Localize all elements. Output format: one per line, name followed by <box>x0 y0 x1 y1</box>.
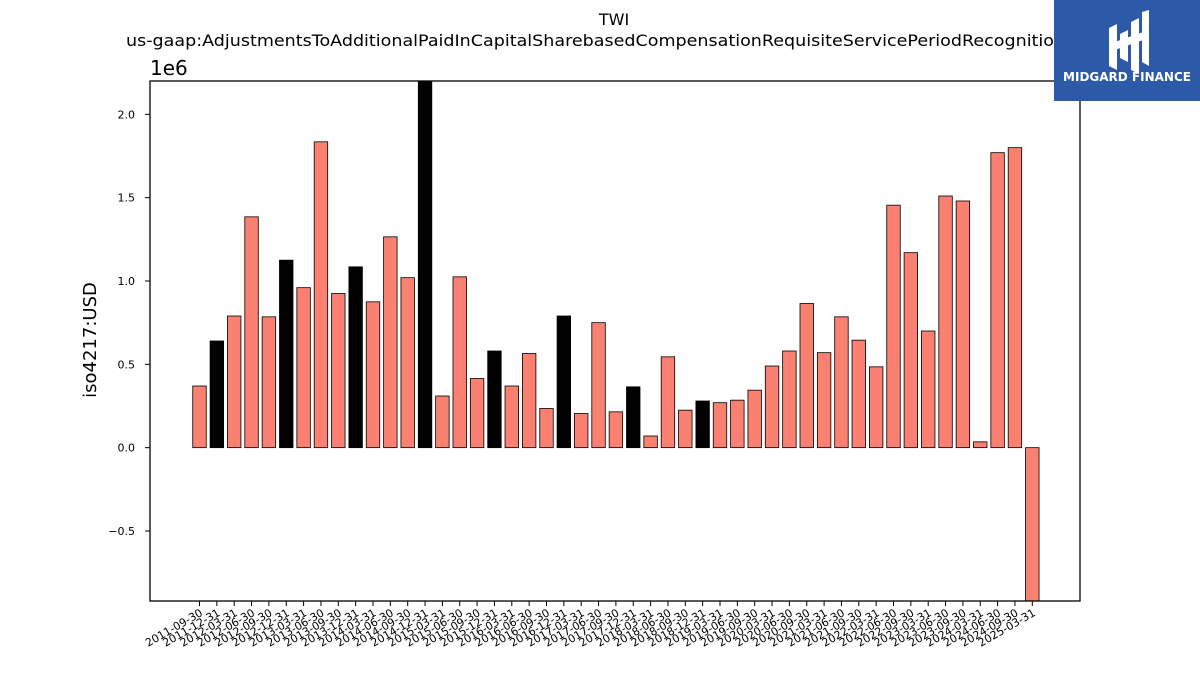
y-tick-label: −0.5 <box>108 525 135 538</box>
y-tick-label: 0.0 <box>118 442 136 455</box>
y-axis: −0.5 0.0 0.5 1.0 1.5 2.0 <box>108 108 150 538</box>
bar <box>452 276 467 449</box>
bar <box>851 339 866 449</box>
bar <box>747 389 762 449</box>
bar <box>730 399 745 449</box>
bar <box>435 395 450 449</box>
bar <box>1025 447 1040 602</box>
chart-title: TWI <box>598 10 629 29</box>
y-tick-label: 1.0 <box>118 275 136 288</box>
bar <box>574 413 589 449</box>
bar <box>886 204 901 449</box>
bar <box>244 216 259 449</box>
bar <box>487 350 502 449</box>
bar <box>660 356 676 449</box>
bar <box>556 315 571 449</box>
bar <box>764 365 780 449</box>
bar <box>522 353 537 449</box>
bar <box>626 386 641 449</box>
bar <box>400 277 415 449</box>
bars <box>192 80 1040 602</box>
brand-logo: MIDGARD FINANCE <box>1054 0 1200 101</box>
bar <box>921 330 936 449</box>
bar <box>799 303 814 449</box>
bar <box>955 200 971 449</box>
bar <box>712 402 728 449</box>
x-axis: 2011-09-302011-12-312012-03-312012-06-30… <box>143 601 1038 650</box>
bar <box>782 350 797 449</box>
bar <box>643 435 658 449</box>
bar <box>296 287 311 449</box>
bar <box>834 316 849 449</box>
bar <box>348 266 363 449</box>
y-multiplier-label: 1e6 <box>150 56 188 80</box>
bar <box>869 366 884 449</box>
chart-subtitle: us-gaap:AdjustmentsToAdditionalPaidInCap… <box>126 31 1054 50</box>
bar <box>938 195 953 449</box>
bar <box>417 80 433 449</box>
bar <box>973 441 988 449</box>
bar <box>192 385 207 449</box>
bar <box>279 259 294 449</box>
plot-frame <box>149 80 1081 602</box>
brand-mark-icon <box>1109 10 1149 74</box>
bar <box>816 352 832 449</box>
y-tick-label: 0.5 <box>118 358 136 371</box>
bar <box>990 152 1005 449</box>
bar <box>1007 147 1023 449</box>
bar <box>331 293 346 449</box>
bar <box>678 409 693 449</box>
y-tick-label: 1.5 <box>118 192 136 205</box>
bar <box>591 322 606 449</box>
bar <box>383 236 398 449</box>
brand-name: MIDGARD FINANCE <box>1063 70 1191 84</box>
y-tick-label: 2.0 <box>118 108 136 121</box>
bar <box>227 315 242 449</box>
bar <box>469 378 485 449</box>
bar <box>539 408 554 449</box>
y-axis-label: iso4217:USD <box>80 282 101 398</box>
bar <box>903 252 918 449</box>
bar <box>261 316 277 449</box>
bar <box>209 340 225 449</box>
bar <box>608 411 624 449</box>
bar <box>504 385 519 449</box>
bar <box>313 141 329 449</box>
bar <box>695 400 710 449</box>
bar <box>365 301 381 449</box>
